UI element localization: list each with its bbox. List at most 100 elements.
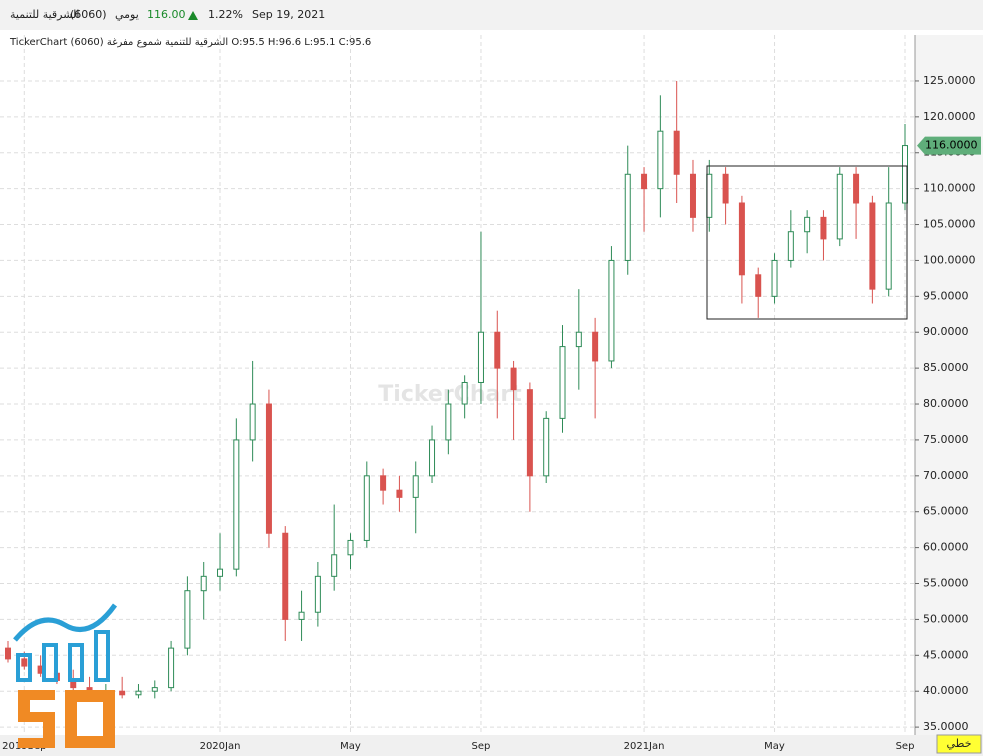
y-tick-label: 85.0000 [923,361,969,374]
candle-body [168,647,175,689]
candle-body [673,130,680,175]
candle-body [314,575,321,613]
y-tick-label: 65.0000 [923,505,969,518]
x-tick-label: 2021Jan [624,741,665,752]
candle-body [559,346,566,419]
y-tick-label: 60.0000 [923,541,969,554]
y-tick-label: 110.0000 [923,182,976,195]
candle-body [412,475,419,498]
candle-body [363,475,370,541]
candle-body [510,367,517,391]
y-tick-label: 100.0000 [923,253,976,266]
candle-body [331,554,338,577]
stock-code: (6060) [70,8,107,21]
x-tick-label: Sep [896,741,915,752]
x-axis-area [0,735,983,756]
up-arrow [188,11,198,20]
candle-body [722,173,729,204]
candle-body [217,568,224,577]
candle-body [641,173,648,190]
x-tick-label: May [340,741,361,752]
chart-style-label[interactable]: خطي [947,737,972,750]
candle-body [885,202,892,290]
y-tick-label: 40.0000 [923,684,969,697]
date: Sep 19, 2021 [252,8,325,21]
y-tick-label: 125.0000 [923,74,976,87]
candle-body [396,489,403,498]
x-tick-label: May [764,741,785,752]
price-tag: 116.0000 [925,139,978,152]
logo-bar [94,630,110,682]
y-tick-label: 80.0000 [923,397,969,410]
candle-body [5,647,11,660]
y-tick-label: 75.0000 [923,433,969,446]
candle-body [445,403,452,441]
candle-body [265,403,272,534]
candle-body [755,274,762,297]
candle-body [184,590,191,649]
candle-body [233,439,240,570]
logo-bar [68,643,84,682]
y-tick-label: 45.0000 [923,648,969,661]
logo-wave [13,603,118,642]
change: 1.22% [208,8,243,21]
candle-body [738,202,745,276]
candle-body [592,331,599,362]
watermark: TickerChart [378,382,522,407]
chart-style-button[interactable] [936,734,982,754]
candle-body [526,389,533,477]
candle-body [282,532,289,620]
y-tick-label: 90.0000 [923,325,969,338]
top-bar [0,0,983,30]
period: يومي [115,8,139,21]
candle-body [494,331,501,369]
candle-body [624,173,631,261]
y-tick-label: 35.0000 [923,720,969,733]
candle-body [135,690,142,696]
candle-body [657,130,664,190]
x-tick-label: Sep [472,741,491,752]
candle-body [461,381,468,405]
candle-body [706,173,713,218]
logo-five [18,690,55,748]
candle-body [820,216,827,240]
candle-body [771,259,778,297]
candle-body [151,687,158,692]
logo-bar [42,643,58,682]
y-tick-label: 50.0000 [923,612,969,625]
candle-body [608,259,615,362]
candle-body [575,331,582,348]
candle-body [689,173,696,218]
plot: 35.0000 40.0000 45.0000 50.0000 55.0000 60.00… [0,35,981,752]
logo-bar [16,653,32,682]
candle-body [429,439,436,477]
candle-body [347,539,354,556]
stock-name: الشرقية للتنمية [10,8,79,21]
candle-body [869,202,876,290]
y-tick-label: 105.0000 [923,218,976,231]
candle-body [853,173,860,204]
candle-body [200,575,207,592]
logo [13,603,118,748]
price-tag-bg [917,136,981,155]
candle-body [804,216,811,233]
candle-body [543,417,550,477]
legend-text: TickerChart الشرقية للتنمية شموع مفرغة (… [9,37,371,48]
annotation-box [706,165,908,320]
candle-body [380,475,387,491]
candle-body [298,611,305,620]
y-tick-label: 70.0000 [923,469,969,482]
candle-body [249,403,256,441]
candle-body [119,690,126,696]
candle-body [21,658,28,667]
y-tick-label: 55.0000 [923,577,969,590]
candle-body [477,331,484,383]
candle-body [836,173,843,240]
logo-zero-hole [77,702,103,736]
y-tick-label: 95.0000 [923,289,969,302]
y-tick-label: 120.0000 [923,110,976,123]
price: 116.00 [147,8,186,21]
candle-body [787,231,794,261]
